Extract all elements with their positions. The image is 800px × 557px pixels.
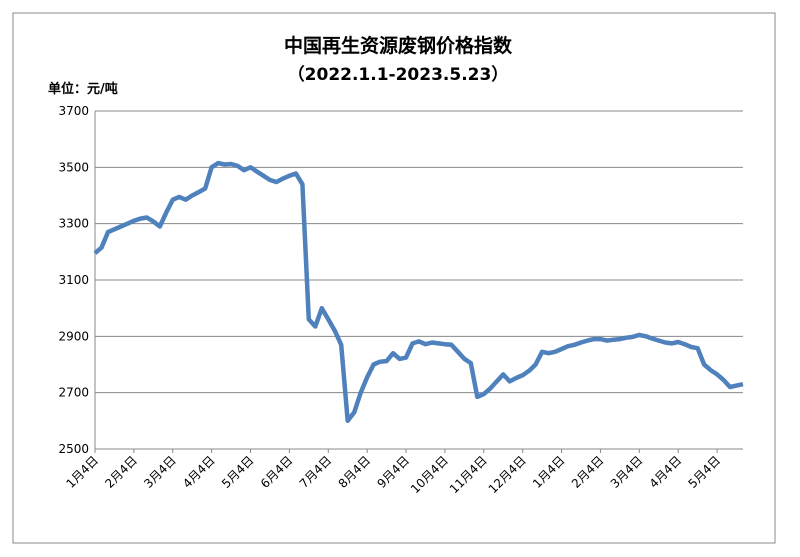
y-tick-label: 3500 (58, 160, 89, 174)
y-tick-label: 2900 (58, 329, 89, 343)
y-tick-label: 2500 (58, 442, 89, 456)
chart-border (12, 12, 776, 544)
y-tick-label: 2700 (58, 386, 89, 400)
y-tick-label: 3300 (58, 217, 89, 231)
y-tick-label: 3700 (58, 104, 89, 118)
data-line (93, 160, 744, 424)
chart-title: 中国再生资源废钢价格指数 (284, 34, 513, 57)
y-axis-label: 单位：元/吨 (48, 81, 118, 97)
y-tick-label: 3100 (58, 273, 89, 287)
chart-subtitle: （2022.1.1-2023.5.23） (288, 64, 509, 85)
